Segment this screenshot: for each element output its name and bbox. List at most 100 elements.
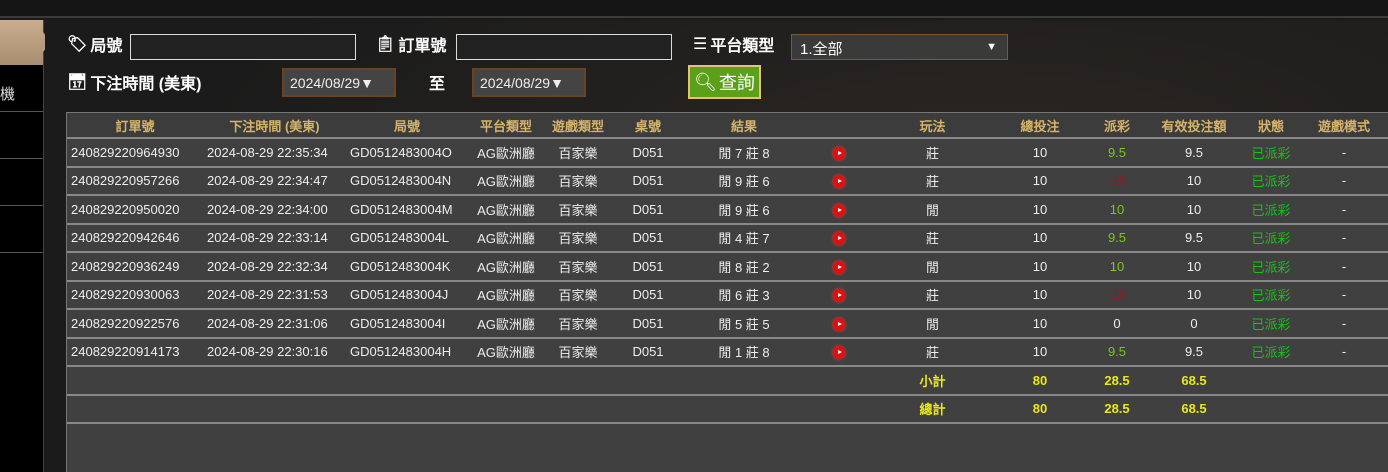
cell-platform: AG歐洲廳 [468,337,544,367]
summary-cell [468,366,544,396]
cell-payout: 9.5 [1089,138,1145,168]
play-video-icon[interactable] [833,346,845,360]
sidebar-item[interactable] [0,206,43,253]
platform-select[interactable]: 1.全部 ▼ [791,34,1008,60]
date-to-picker[interactable]: 2024/08/29▼ [472,68,586,97]
cell-valid: 9.5 [1145,337,1243,367]
play-video-icon[interactable] [833,175,845,189]
summary-cell [1299,366,1388,396]
cell-time: 2024-08-29 22:31:06 [203,309,346,339]
cell-game: 百家樂 [544,337,612,367]
round-label: 🏷︎ 局號 [67,32,122,56]
cell-order: 240829220930063 [67,280,203,310]
query-button[interactable]: 🔍︎ 查詢 [688,65,761,99]
cell-game: 百家樂 [544,280,612,310]
cell-result: 閒 9 莊 6 [684,195,804,225]
summary-cell [1243,394,1299,424]
chevron-down-icon: ▼ [986,41,997,53]
play-video-icon[interactable] [833,203,845,217]
cell-table: D051 [612,223,684,253]
cell-play: 閒 [874,309,991,339]
cell-result: 閒 7 莊 8 [684,138,804,168]
cell-bet: 10 [991,223,1089,253]
cell-table: D051 [612,337,684,367]
round-input[interactable] [130,34,356,60]
play-video-icon[interactable] [833,232,845,246]
summary-cell [804,394,874,424]
sidebar-item-active[interactable] [0,20,51,65]
summary-cell [544,366,612,396]
sidebar-item[interactable] [0,112,43,159]
cell-play: 莊 [874,138,991,168]
cell-round: GD0512483004I [346,309,468,339]
play-video-cell [804,138,874,168]
order-input[interactable] [456,34,672,60]
cell-valid: 10 [1145,195,1243,225]
table-row: 240829220914173 2024-08-29 22:30:16 GD0512… [67,337,1388,367]
cell-platform: AG歐洲廳 [468,309,544,339]
cell-bet: 10 [991,337,1089,367]
summary-cell [684,394,804,424]
play-video-cell [804,337,874,367]
play-video-icon[interactable] [833,317,845,331]
platform-label: ☰ 平台類型 [693,32,774,56]
summary-cell: 68.5 [1145,366,1243,396]
subtotal-row: 小計 80 28.5 68.5 [67,366,1388,396]
search-icon: 🔍︎ [694,71,717,92]
cell-status: 已派彩 [1243,337,1299,367]
cell-mode: - [1299,309,1388,339]
table-header: 訂單號 下注時間 (美東) 局號 平台類型 遊戲類型 桌號 結果 玩法 總投注 派彩 有效投注額 狀態… [67,113,1388,139]
cell-game: 百家樂 [544,195,612,225]
cell-order: 240829220936249 [67,252,203,282]
column-header: 派彩 [1089,113,1145,139]
cell-time: 2024-08-29 22:34:47 [203,166,346,196]
summary-cell: 28.5 [1089,366,1145,396]
play-video-icon[interactable] [833,289,845,303]
query-button-label: 查詢 [718,73,755,93]
cell-platform: AG歐洲廳 [468,223,544,253]
sidebar-item[interactable]: 機 [0,65,43,112]
cell-bet: 10 [991,252,1089,282]
cell-mode: - [1299,337,1388,367]
cell-play: 莊 [874,223,991,253]
summary-cell: 68.5 [1145,394,1243,424]
cell-result: 閒 9 莊 6 [684,166,804,196]
play-video-icon[interactable] [833,146,845,160]
top-bar [0,0,1388,18]
table-row: 240829220922576 2024-08-29 22:31:06 GD0512… [67,309,1388,339]
summary-cell [346,366,468,396]
list-icon: ☰ [693,36,708,53]
cell-valid: 10 [1145,280,1243,310]
sidebar-item[interactable] [0,159,43,206]
summary-cell [346,394,468,424]
cell-platform: AG歐洲廳 [468,195,544,225]
column-header: 局號 [346,113,468,139]
summary-cell: 80 [991,366,1089,396]
play-video-icon[interactable] [833,260,845,274]
calendar-icon: 📅︎ [67,74,88,91]
summary-cell [1299,394,1388,424]
summary-cell [804,366,874,396]
cell-valid: 9.5 [1145,138,1243,168]
cell-mode: - [1299,223,1388,253]
time-label: 📅︎ 下注時間 (美東) [67,70,201,94]
table-row: 240829220936249 2024-08-29 22:32:34 GD0512… [67,252,1388,282]
cell-mode: - [1299,166,1388,196]
date-from-picker[interactable]: 2024/08/29▼ [282,68,396,97]
time-label-text: 下注時間 (美東) [90,76,202,93]
cell-round: GD0512483004K [346,252,468,282]
main-panel: 🏷︎ 局號 📋︎ 訂單號 ☰ 平台類型 1.全部 ▼ 📅︎ 下注時間 (美東) 2024/… [45,20,1388,472]
column-header: 平台類型 [468,113,544,139]
summary-cell [67,366,203,396]
column-header: 桌號 [612,113,684,139]
cell-table: D051 [612,309,684,339]
cell-table: D051 [612,252,684,282]
cell-payout: -10 [1089,280,1145,310]
cell-status: 已派彩 [1243,166,1299,196]
tag-icon: 🏷︎ [67,36,88,53]
cell-payout: 9.5 [1089,337,1145,367]
summary-cell: 28.5 [1089,394,1145,424]
column-header: 總投注 [991,113,1089,139]
to-label: 至 [429,76,446,93]
cell-play: 莊 [874,166,991,196]
